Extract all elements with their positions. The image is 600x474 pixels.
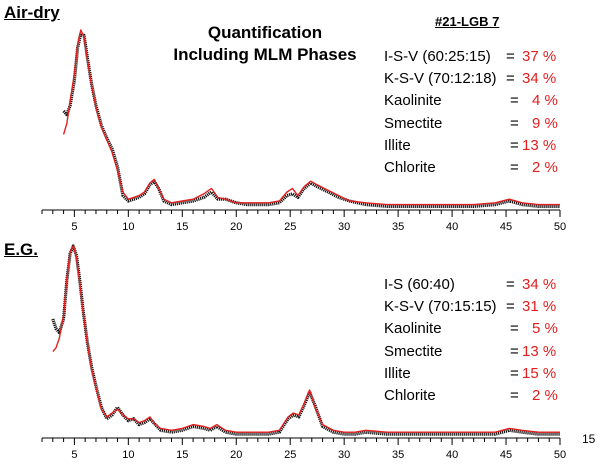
equals-sign: = xyxy=(510,364,519,382)
phase-row: Smectite = 13 % xyxy=(384,343,584,365)
x-tick-label: 5 xyxy=(71,221,77,233)
phase-name: Smectite xyxy=(384,114,443,132)
x-tick-label: 10 xyxy=(122,449,134,461)
x-tick-label: 30 xyxy=(338,221,350,233)
phase-row: Kaolinite = 4 % xyxy=(384,92,584,114)
phase-value: 15 % xyxy=(522,364,557,382)
x-tick-label: 5 xyxy=(71,449,77,461)
phase-name: I-S (60:40) xyxy=(384,276,455,293)
phase-name: Chlorite xyxy=(384,159,436,176)
phase-row: Smectite = 9 % xyxy=(384,115,584,137)
x-tick-label: 40 xyxy=(446,221,458,233)
x-tick-label: 45 xyxy=(500,449,512,461)
panel-1: 5 10 15 20 25 30 35 40 45 50 xyxy=(41,244,566,461)
phase-row: I-S-V (60:25:15) = 37 % xyxy=(384,48,584,70)
equals-sign: = xyxy=(506,70,515,88)
phase-row: Illite = 15 % xyxy=(384,365,584,387)
phase-value: 4 % xyxy=(532,92,558,110)
phase-value: 5 % xyxy=(532,320,558,338)
phase-row: Kaolinite = 5 % xyxy=(384,320,584,342)
phase-name: K-S-V (70:12:18) xyxy=(384,70,497,88)
phase-name: Chlorite xyxy=(384,387,436,404)
series-calculated xyxy=(62,29,560,206)
equals-sign: = xyxy=(510,136,519,154)
x-tick-label: 35 xyxy=(392,221,404,233)
phase-row: I-S (60:40) = 34 % xyxy=(384,276,584,298)
phase-name: Kaolinite xyxy=(384,320,442,338)
phase-value: 2 % xyxy=(532,387,558,404)
panel-label-air-dry: Air-dry xyxy=(4,3,60,22)
x-tick-label: 20 xyxy=(230,449,242,461)
phase-name: Illite xyxy=(384,364,411,382)
equals-sign: = xyxy=(510,159,519,176)
x-tick-label: 15 xyxy=(176,221,188,233)
x-tick-label: 10 xyxy=(122,221,134,233)
equals-sign: = xyxy=(506,276,515,293)
chart-title-line-2: Including MLM Phases xyxy=(173,45,357,64)
phase-value: 37 % xyxy=(522,48,557,65)
phase-row: K-S-V (70:12:18) = 34 % xyxy=(384,70,584,92)
panel-0: 5 10 15 20 25 30 35 40 45 50 xyxy=(41,29,566,233)
phase-name: K-S-V (70:15:15) xyxy=(384,298,497,316)
phase-value: 13 % xyxy=(522,342,557,360)
phase-value: 2 % xyxy=(532,159,558,176)
chart-title: Quantification Including MLM Phases xyxy=(150,22,380,66)
equals-sign: = xyxy=(510,387,519,404)
x-tick-label: 15 xyxy=(176,449,188,461)
phase-name: Smectite xyxy=(384,342,443,360)
x-tick-label: 30 xyxy=(338,449,350,461)
x-tick-label: 35 xyxy=(392,449,404,461)
x-tick-label: 25 xyxy=(284,449,296,461)
phase-table-air-dry: I-S-V (60:25:15) = 37 % K-S-V (70:12:18) = 34… xyxy=(384,48,584,184)
series-calculated xyxy=(52,245,560,433)
phase-row: Chlorite = 2 % xyxy=(384,159,584,181)
x-tick-label: 40 xyxy=(446,449,458,461)
phase-value: 34 % xyxy=(522,276,557,293)
phase-value: 9 % xyxy=(532,114,558,132)
equals-sign: = xyxy=(510,320,519,338)
x-tick-label: 25 xyxy=(284,221,296,233)
x-tick-label: 50 xyxy=(554,449,566,461)
series-measured xyxy=(51,244,560,436)
equals-sign: = xyxy=(506,48,515,65)
phase-value: 31 % xyxy=(522,298,557,316)
panel-label-eg: E.G. xyxy=(4,240,39,259)
corner-number: 15 xyxy=(582,432,596,446)
phase-row: Illite = 13 % xyxy=(384,137,584,159)
phase-row: Chlorite = 2 % xyxy=(384,387,584,409)
x-tick-label: 50 xyxy=(554,221,566,233)
equals-sign: = xyxy=(510,114,519,132)
phase-row: K-S-V (70:15:15) = 31 % xyxy=(384,298,584,320)
chart-title-line-1: Quantification xyxy=(207,23,323,42)
phase-value: 13 % xyxy=(522,136,557,154)
phase-table-eg: I-S (60:40) = 34 % K-S-V (70:15:15) = 31 % Kao… xyxy=(384,276,584,412)
x-tick-label: 45 xyxy=(500,221,512,233)
equals-sign: = xyxy=(506,298,515,316)
phase-name: I-S-V (60:25:15) xyxy=(384,48,491,65)
phase-name: Illite xyxy=(384,136,411,154)
phase-value: 34 % xyxy=(522,70,557,88)
sample-id: #21-LGB 7 xyxy=(435,14,500,29)
equals-sign: = xyxy=(510,92,519,110)
phase-name: Kaolinite xyxy=(384,92,442,110)
equals-sign: = xyxy=(510,342,519,360)
x-tick-label: 20 xyxy=(230,221,242,233)
